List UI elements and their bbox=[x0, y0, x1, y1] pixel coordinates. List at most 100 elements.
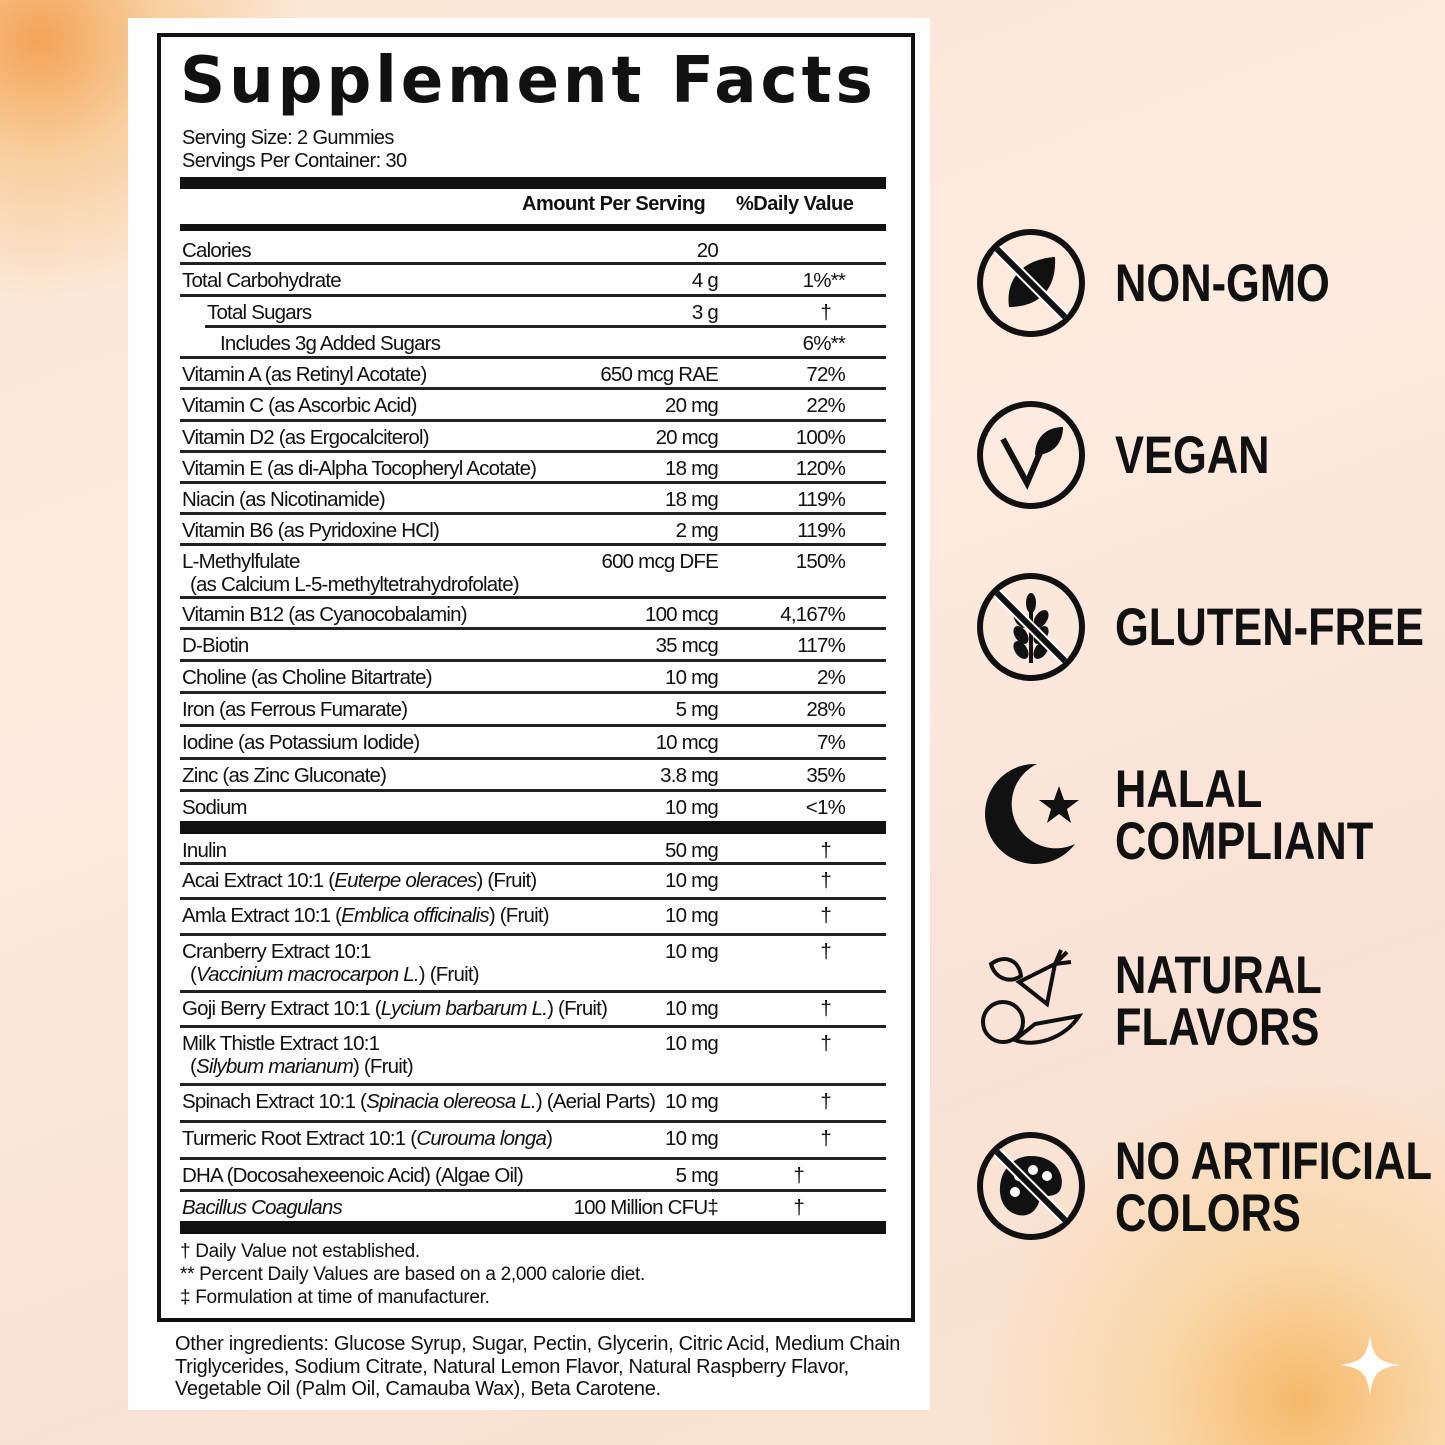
name-text: Vitamin C (as Ascorbic Acid) bbox=[182, 394, 418, 417]
nutrient-row: Inulin 50 mg † bbox=[180, 835, 886, 865]
latin-name: Silybum marianum bbox=[196, 1055, 354, 1078]
name-text: Total Carbohydrate bbox=[182, 269, 342, 292]
nutrient-row: Goji Berry Extract 10:1 (Lycium barbarum… bbox=[180, 993, 886, 1028]
nutrient-row: D-Biotin 35 mcg 117% bbox=[180, 630, 886, 662]
nutrient-name: Zinc (as Zinc Gluconate) bbox=[182, 764, 387, 787]
nutrient-amount: 100 mcg bbox=[644, 603, 719, 626]
nutrient-name: Niacin (as Nicotinamide) bbox=[182, 488, 386, 511]
nutrient-daily-value: 35% bbox=[806, 764, 845, 787]
latin-name: Lycium barbarum L. bbox=[380, 997, 548, 1020]
name-text: Vitamin E (as di-Alpha Tocopheryl Acotat… bbox=[182, 457, 537, 480]
nutrient-name: Vitamin C (as Ascorbic Acid) bbox=[182, 394, 418, 417]
nutrient-row: Calories 20 bbox=[180, 235, 886, 265]
nutrient-daily-value: † bbox=[820, 1090, 831, 1113]
nutrient-daily-value: † bbox=[820, 1032, 831, 1055]
nutrient-amount: 100 Million CFU‡ bbox=[573, 1196, 719, 1219]
name-text: DHA (Docosahexeenoic Acid) (Algae Oil) bbox=[182, 1164, 524, 1187]
nutrient-daily-value: 119% bbox=[797, 519, 846, 542]
nutrient-row: Sodium 10 mg <1% bbox=[180, 792, 886, 822]
nutrient-name: Acai Extract 10:1 (Euterpe oleraces) (Fr… bbox=[182, 869, 537, 892]
nutrient-row: Vitamin C (as Ascorbic Acid) 20 mg 22% bbox=[180, 390, 886, 422]
name-text: Vitamin A (as Retinyl Acotate) bbox=[182, 363, 427, 386]
name-text: D-Biotin bbox=[182, 634, 249, 657]
nutrient-row: Vitamin A (as Retinyl Acotate) 650 mcg RA… bbox=[180, 359, 886, 390]
nutrient-name: Calories bbox=[182, 239, 252, 262]
name-text: Vitamin D2 (as Ergocalciterol) bbox=[182, 426, 430, 449]
nutrient-amount: 50 mg bbox=[665, 839, 719, 862]
nutrient-daily-value: 1%** bbox=[802, 269, 846, 292]
name-text: Amla Extract 10:1 ( bbox=[182, 904, 342, 927]
badge-label: FLAVORS bbox=[1115, 998, 1320, 1057]
nutrient-name: Vitamin D2 (as Ergocalciterol) bbox=[182, 426, 430, 449]
name-text: ( bbox=[190, 963, 197, 986]
label-title: Supplement Facts bbox=[180, 44, 877, 118]
servings-per-container: Servings Per Container: 30 bbox=[182, 150, 407, 172]
name-text: L-Methylfulate bbox=[182, 550, 300, 573]
nutrient-row: Amla Extract 10:1 (Emblica officinalis) … bbox=[180, 900, 886, 936]
latin-name: Vaccinium macrocarpon L. bbox=[196, 963, 420, 986]
name-text: Calories bbox=[182, 239, 252, 262]
badge-label: HALAL bbox=[1115, 760, 1263, 819]
nutrient-daily-value: 100% bbox=[795, 426, 846, 449]
nutrient-row: Total Carbohydrate 4 g 1%** bbox=[180, 265, 886, 297]
name-text: Spinach Extract 10:1 ( bbox=[182, 1090, 367, 1113]
nutrient-daily-value: 119% bbox=[797, 488, 846, 511]
nutrient-daily-value: 150% bbox=[795, 550, 846, 573]
name-text: ) (Fruit) bbox=[418, 963, 480, 986]
nutrient-row: Niacin (as Nicotinamide) 18 mg 119% bbox=[180, 484, 886, 515]
name-text: Zinc (as Zinc Gluconate) bbox=[182, 764, 387, 787]
nutrient-name: Iodine (as Potassium Iodide) bbox=[182, 731, 420, 754]
nutrient-amount: 3.8 mg bbox=[660, 764, 719, 787]
name-text: ) (Fruit) bbox=[547, 997, 608, 1020]
vegan-icon bbox=[977, 401, 1085, 509]
name-text: ) (Fruit) bbox=[476, 869, 537, 892]
header-daily-value: %Daily Value bbox=[736, 193, 854, 215]
nutrient-row: Vitamin E (as di-Alpha Tocopheryl Acotat… bbox=[180, 453, 886, 484]
name-text: Niacin (as Nicotinamide) bbox=[182, 488, 386, 511]
footnote: ‡ Formulation at time of manufacturer. bbox=[180, 1287, 490, 1308]
nutrient-amount: 10 mg bbox=[665, 869, 719, 892]
footnote: ** Percent Daily Values are based on a 2… bbox=[180, 1264, 645, 1285]
nutrient-daily-value: † bbox=[820, 940, 831, 963]
nutrient-row: DHA (Docosahexeenoic Acid) (Algae Oil) 5 … bbox=[180, 1160, 886, 1192]
nutrient-daily-value: † bbox=[820, 869, 831, 892]
nutrient-amount: 10 mg bbox=[665, 997, 719, 1020]
other-ingredients: Other ingredients: Glucose Syrup, Sugar,… bbox=[175, 1333, 901, 1400]
latin-name: Bacillus Coagulans bbox=[182, 1196, 343, 1219]
name-text: Choline (as Choline Bitartrate) bbox=[182, 666, 433, 689]
nutrient-daily-value: 117% bbox=[797, 634, 846, 657]
nutrient-amount: 5 mg bbox=[675, 698, 719, 721]
nutrient-row: Vitamin B12 (as Cyanocobalamin) 100 mcg 4,… bbox=[180, 599, 886, 630]
name-text: Total Sugars bbox=[207, 301, 312, 324]
nutrient-amount: 20 mcg bbox=[655, 426, 719, 449]
nutrient-row: L-Methylfulate (as Calcium L-5-methyltetr… bbox=[180, 546, 886, 599]
crescent-star-icon bbox=[985, 763, 1079, 864]
nutrient-name: Goji Berry Extract 10:1 (Lycium barbarum… bbox=[182, 997, 608, 1020]
name-text: (as Calcium L-5-methyltetrahydrofolate) bbox=[190, 573, 520, 596]
nutrient-amount: 10 mg bbox=[665, 1090, 719, 1113]
nutrient-row: Includes 3g Added Sugars 6%** bbox=[180, 328, 886, 359]
nutrient-row: Zinc (as Zinc Gluconate) 3.8 mg 35% bbox=[180, 760, 886, 792]
nutrient-daily-value: 2% bbox=[816, 666, 846, 689]
nutrient-name: Total Sugars bbox=[207, 301, 312, 324]
gluten-free-wheat-icon bbox=[977, 573, 1085, 681]
nutrient-amount: 600 mcg DFE bbox=[601, 550, 718, 573]
nutrient-name: Vitamin E (as di-Alpha Tocopheryl Acotat… bbox=[182, 457, 537, 480]
name-text: Sodium bbox=[182, 796, 248, 819]
nutrient-daily-value: † bbox=[820, 1127, 831, 1150]
nutrient-amount: 10 mg bbox=[665, 666, 719, 689]
badge-label: COMPLIANT bbox=[1115, 812, 1374, 871]
nutrient-amount: 2 mg bbox=[675, 519, 719, 542]
name-text: ) (Fruit) bbox=[488, 904, 550, 927]
name-text: Acai Extract 10:1 ( bbox=[182, 869, 335, 892]
nutrient-name: Vitamin B12 (as Cyanocobalamin) bbox=[182, 603, 468, 626]
nutrient-amount: 5 mg bbox=[675, 1164, 719, 1187]
badge-label: NON-GMO bbox=[1115, 254, 1330, 313]
nutrient-name: DHA (Docosahexeenoic Acid) (Algae Oil) bbox=[182, 1164, 524, 1187]
nutrient-amount: 10 mg bbox=[665, 1127, 719, 1150]
nutrient-daily-value: † bbox=[820, 997, 831, 1020]
nutrient-amount: 10 mg bbox=[665, 904, 719, 927]
nutrient-row: Vitamin D2 (as Ergocalciterol) 20 mcg 100% bbox=[180, 422, 886, 453]
name-text: Vitamin B12 (as Cyanocobalamin) bbox=[182, 603, 468, 626]
nutrient-daily-value: 120% bbox=[795, 457, 846, 480]
